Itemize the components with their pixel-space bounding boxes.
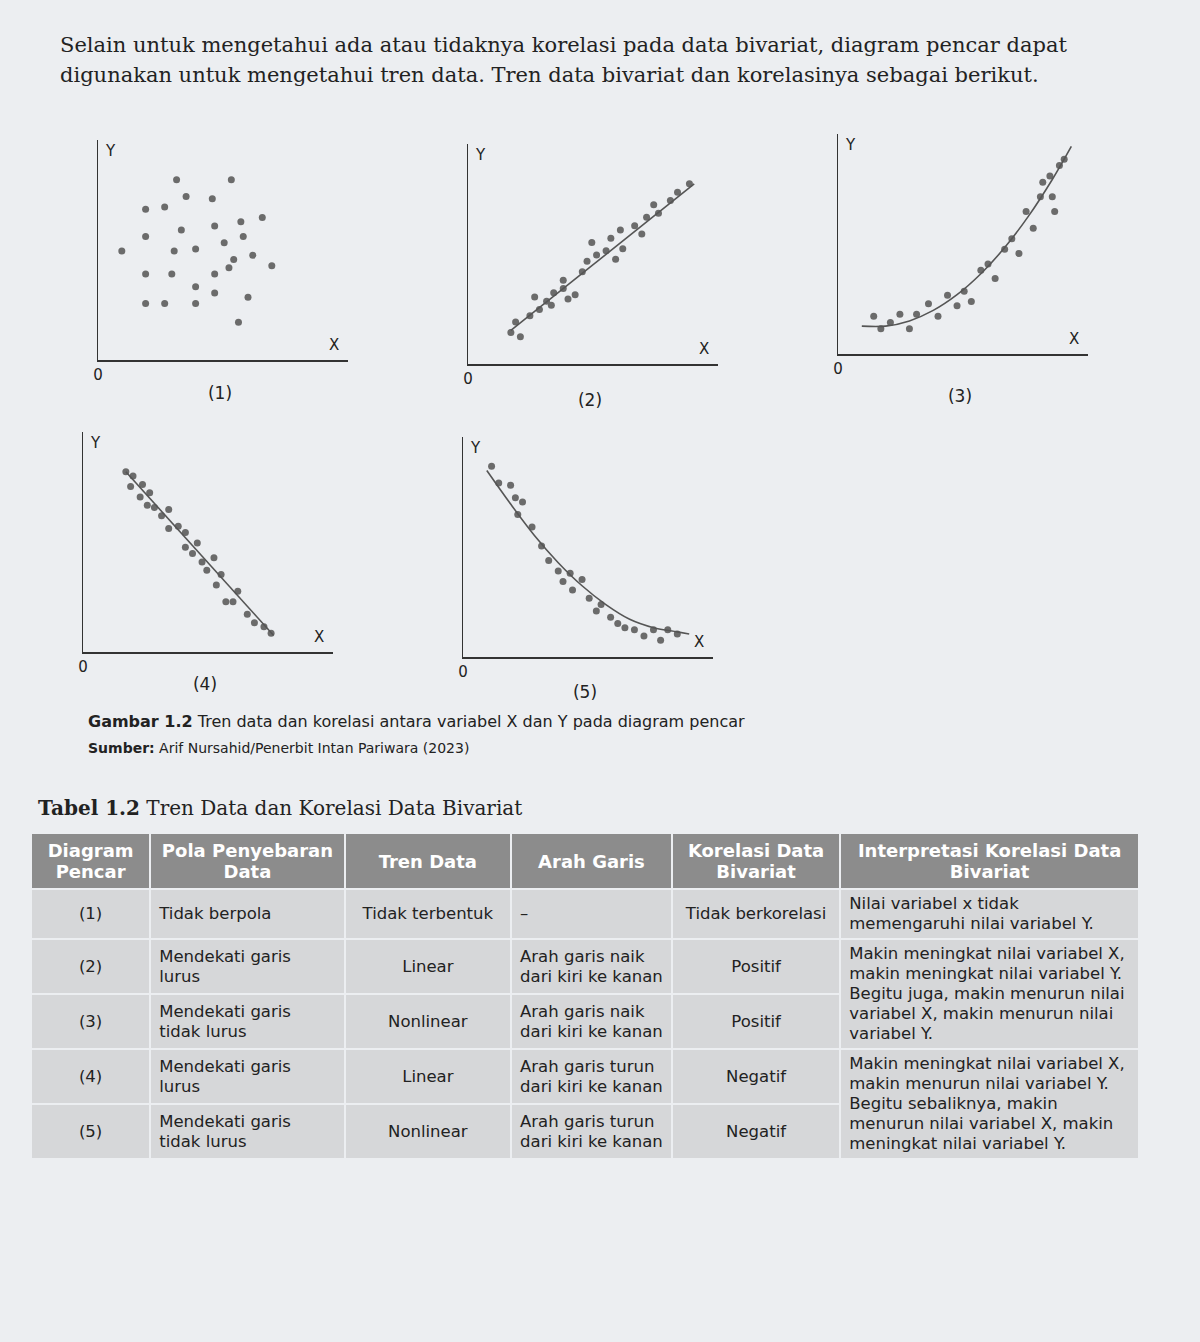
svg-text:Y: Y — [845, 136, 856, 154]
html-text:Makin meningkat nilai variabel: Makin meningkat nilai variabel X, makin … — [849, 1054, 1125, 1153]
html-text:Tidak berpola: Tidak berpola — [159, 904, 272, 923]
html-text:Tabel 1.2 Tren Data dan Korela: Tabel 1.2 Tren Data dan Korelasi Data Bi… — [38, 796, 523, 820]
html-text:Positif: Positif — [731, 1011, 781, 1031]
html-text:Nonlinear: Nonlinear — [388, 1121, 468, 1141]
svg-text:0: 0 — [78, 658, 88, 676]
html-text:Mendekati garis tidak lurus: Mendekati garis tidak lurus — [159, 1111, 291, 1151]
html-text:Negatif: Negatif — [726, 1066, 786, 1086]
html-text:Tren Data: Tren Data — [378, 850, 477, 872]
html-text:Mendekati garis lurus: Mendekati garis lurus — [159, 946, 291, 986]
svg-text:0: 0 — [833, 360, 843, 378]
html-text:Nilai variabel x tidak memenga: Nilai variabel x tidak memengaruhi nilai… — [849, 894, 1094, 933]
html-text:Mendekati garis lurus: Mendekati garis lurus — [159, 1056, 291, 1096]
svg-text:0: 0 — [463, 370, 473, 388]
svg-text:0: 0 — [458, 663, 468, 681]
html-text:Arah garis turun dari kiri ke: Arah garis turun dari kiri ke kanan — [520, 1111, 663, 1151]
html-text:Linear: Linear — [402, 956, 454, 976]
html-text:(3): (3) — [948, 386, 972, 406]
html-text:Mendekati garis tidak lurus: Mendekati garis tidak lurus — [159, 1001, 291, 1041]
html-text:Positif: Positif — [731, 956, 781, 976]
html-text:Nonlinear: Nonlinear — [388, 1011, 468, 1031]
html-text:Makin meningkat nilai variabel: Makin meningkat nilai variabel X, makin … — [849, 944, 1125, 1043]
html-text:Korelasi Data Bivariat: Korelasi Data Bivariat — [687, 840, 825, 882]
html-text:Arah Garis: Arah Garis — [538, 850, 645, 872]
html-text:Negatif: Negatif — [726, 1121, 786, 1141]
html-text:Pola Penyebaran Data: Pola Penyebaran Data — [161, 840, 333, 882]
svg-text:X: X — [329, 336, 339, 354]
svg-text:Y: Y — [90, 434, 101, 452]
html-text:(5): (5) — [573, 682, 597, 702]
html-text:(3): (3) — [78, 1011, 103, 1031]
svg-text:Y: Y — [105, 142, 116, 160]
html-text:(1): (1) — [78, 904, 103, 923]
html-text:Diagram Pencar: Diagram Pencar — [47, 840, 134, 882]
html-text:Arah garis naik dari kiri ke k: Arah garis naik dari kiri ke kanan — [520, 1001, 663, 1041]
html-text:Arah garis naik dari kiri ke k: Arah garis naik dari kiri ke kanan — [520, 946, 663, 986]
html-text:Sumber: Arif Nursahid/Penerbit: Sumber: Arif Nursahid/Penerbit Intan Par… — [88, 740, 470, 756]
html-text:(2): (2) — [578, 390, 602, 410]
svg-text:0: 0 — [93, 366, 103, 384]
html-text:Arah garis turun dari kiri ke: Arah garis turun dari kiri ke kanan — [520, 1056, 663, 1096]
html-text:Gambar 1.2 Tren data dan korel: Gambar 1.2 Tren data dan korelasi antara… — [88, 712, 745, 731]
html-text:(4): (4) — [193, 674, 217, 694]
html-text:Interpretasi Korelasi Data Biv: Interpretasi Korelasi Data Bivariat — [857, 840, 1122, 882]
svg-text:Y: Y — [470, 439, 481, 457]
svg-text:Y: Y — [475, 146, 486, 164]
html-text:Selain untuk mengetahui ada at: Selain untuk mengetahui ada atau tidakny… — [60, 33, 1067, 87]
html-text:Linear: Linear — [402, 1066, 454, 1086]
html-text:Tidak terbentuk: Tidak terbentuk — [362, 904, 494, 923]
html-text:Tidak berkorelasi: Tidak berkorelasi — [685, 904, 827, 923]
html-text:(2): (2) — [78, 956, 103, 976]
html-text:(4): (4) — [78, 1066, 103, 1086]
svg-text:X: X — [1069, 330, 1079, 348]
svg-text:X: X — [314, 628, 324, 646]
svg-text:X: X — [694, 633, 704, 651]
svg-text:X: X — [699, 340, 709, 358]
html-text:(5): (5) — [78, 1121, 103, 1141]
html-text:(1): (1) — [208, 383, 232, 403]
